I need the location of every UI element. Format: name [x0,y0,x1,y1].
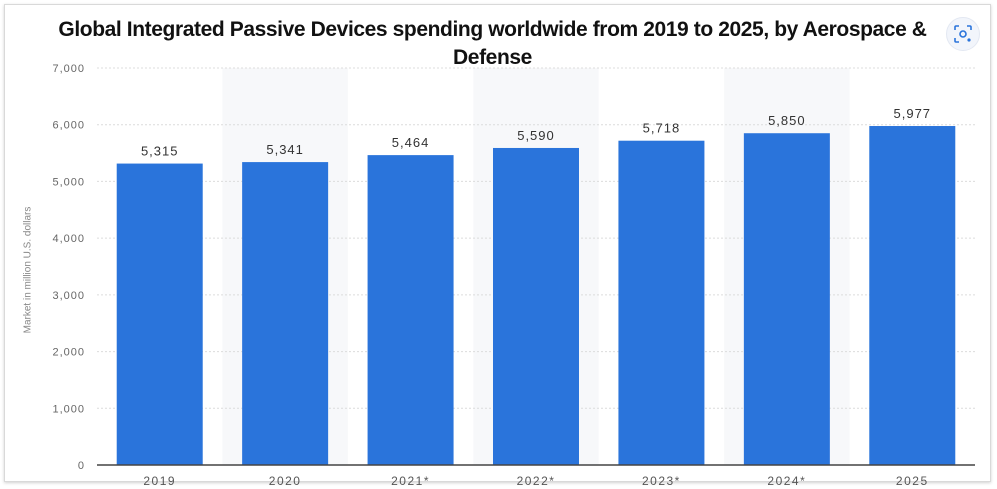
x-tick-label: 2025 [896,474,929,488]
bar [242,162,329,466]
chart-title: Global Integrated Passive Devices spendi… [58,18,927,69]
y-tick-label: 1,000 [52,403,85,415]
bar [869,126,956,466]
y-axis-label: Market in million U.S. dollars [22,206,34,334]
bar [618,140,705,466]
x-tick-label: 2021* [391,474,430,488]
lens-search-icon [954,25,972,43]
y-tick-label: 0 [78,460,85,472]
y-tick-label: 3,000 [52,290,85,302]
x-tick-label: 2024* [767,474,806,488]
data-label: 5,464 [392,135,430,150]
y-tick-label: 7,000 [52,63,85,75]
x-tick-label: 2023* [642,474,681,488]
x-tick-label: 2022* [517,474,556,488]
data-label: 5,590 [517,128,555,143]
data-label: 5,977 [894,106,932,121]
y-tick-label: 5,000 [52,176,85,188]
bar [116,163,203,465]
bar [367,155,454,465]
x-tick-label: 2020 [269,474,302,488]
y-tick-label: 2,000 [52,347,85,359]
data-label: 5,850 [768,113,806,128]
lens-search-button[interactable] [946,17,980,51]
data-label: 5,341 [266,142,304,157]
data-label: 5,315 [141,144,179,159]
x-tick-label: 2019 [143,474,176,488]
y-tick-label: 4,000 [52,233,85,245]
y-tick-label: 6,000 [52,120,85,132]
bar [493,147,579,465]
data-label: 5,718 [643,121,681,136]
bar [743,133,830,465]
